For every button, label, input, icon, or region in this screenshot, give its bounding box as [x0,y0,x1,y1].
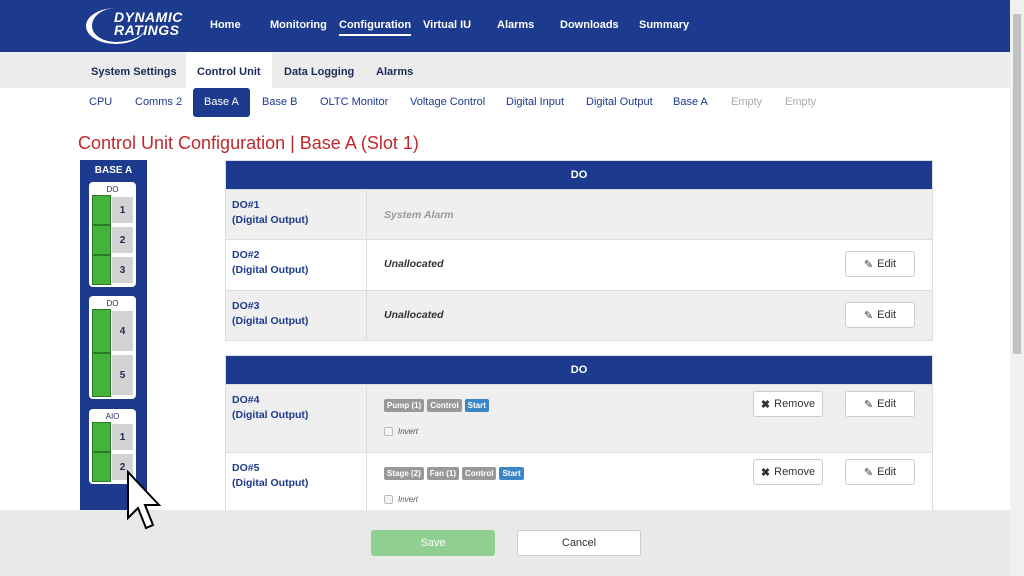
subtab-comms-2[interactable]: Comms 2 [135,96,183,108]
badge: Pump (1) [384,399,425,412]
nav-virtual-iu[interactable]: Virtual IU [423,19,472,31]
row-label: DO#4 (Digital Output) [232,394,309,421]
subtab-base-b[interactable]: Base B [262,96,298,108]
footer-bar [0,510,1010,576]
badge: Stage (2) [384,467,424,480]
edit-button[interactable]: ✎ Edit [845,459,915,485]
pencil-icon: ✎ [863,466,874,479]
slot-do-5[interactable]: 5 [92,353,133,397]
table-header: DO [226,161,932,189]
tab-alarms[interactable]: Alarms [376,66,414,78]
tab-control-unit[interactable]: Control Unit [186,52,272,88]
subtab-empty-1: Empty [731,96,763,108]
remove-button[interactable]: ✖ Remove [753,391,823,417]
row-value: Unallocated [384,309,444,321]
invert-checkbox[interactable]: Invert [384,427,418,436]
slot-do-4[interactable]: 4 [92,309,133,353]
x-icon: ✖ [760,466,771,479]
table-row: DO#5 (Digital Output) Stage (2) Fan (1) C… [226,452,932,512]
table-row: DO#3 (Digital Output) Unallocated ✎ Edit [226,290,932,340]
group-label: DO [106,299,119,308]
nav-configuration[interactable]: Configuration [339,19,412,36]
scrollbar-thumb[interactable] [1013,14,1021,354]
nav-alarms[interactable]: Alarms [497,19,535,31]
row-label: DO#2 (Digital Output) [232,249,309,276]
do-table-1: DO DO#1 (Digital Output) System Alarm DO#… [225,160,933,341]
do-table-2: DO DO#4 (Digital Output) Pump (1) Control… [225,355,933,512]
pencil-icon: ✎ [863,258,874,271]
mouse-cursor-icon [127,470,162,530]
table-header: DO [226,356,932,384]
slot-do-2[interactable]: 2 [92,225,133,255]
cancel-button[interactable]: Cancel [517,530,641,556]
pencil-icon: ✎ [863,309,874,322]
subtab-digital-input[interactable]: Digital Input [506,96,565,108]
pencil-icon: ✎ [863,398,874,411]
remove-button[interactable]: ✖ Remove [753,459,823,485]
badge-list: Stage (2) Fan (1) Control Start [384,467,524,480]
tab-system-settings[interactable]: System Settings [91,66,177,78]
table-row: DO#1 (Digital Output) System Alarm [226,189,932,239]
slot-do-3[interactable]: 3 [92,255,133,285]
nav-home[interactable]: Home [210,19,241,31]
badge: Fan (1) [426,467,460,480]
badge: Control [427,399,462,412]
nav-downloads[interactable]: Downloads [560,19,619,31]
top-header: DYNAMIC RATINGS Home Monitoring Configura… [0,0,1010,52]
subtab-base-a[interactable]: Base A [193,88,250,117]
row-label: DO#5 (Digital Output) [232,462,309,489]
edit-button[interactable]: ✎ Edit [845,251,915,277]
x-icon: ✖ [760,398,771,411]
badge: Start [464,399,489,412]
tab-bar: System Settings Control Unit Data Loggin… [0,52,1010,88]
nav-summary[interactable]: Summary [639,19,690,31]
table-row: DO#2 (Digital Output) Unallocated ✎ Edit [226,239,932,290]
subtab-voltage-control[interactable]: Voltage Control [410,96,486,108]
tab-data-logging[interactable]: Data Logging [284,66,355,78]
row-label: DO#3 (Digital Output) [232,300,309,327]
slot-group-do-1: DO 1 2 3 [89,182,136,287]
page-title: Control Unit Configuration | Base A (Slo… [78,133,419,153]
subtab-cpu[interactable]: CPU [89,96,113,108]
edit-button[interactable]: ✎ Edit [845,302,915,328]
badge: Control [462,467,497,480]
invert-checkbox[interactable]: Invert [384,495,418,504]
badge: Start [499,467,524,480]
base-a-panel: BASE A DO 1 2 3 DO 4 5 AIO 1 2 [80,160,147,512]
subtab-oltc-monitor[interactable]: OLTC Monitor [320,96,389,108]
table-row: DO#4 (Digital Output) Pump (1) Control St… [226,384,932,452]
save-button[interactable]: Save [371,530,495,556]
group-label: DO [106,185,119,194]
dynamic-ratings-logo[interactable]: DYNAMIC RATINGS [86,8,186,44]
slot-group-do-2: DO 4 5 [89,296,136,399]
badge-list: Pump (1) Control Start [384,399,489,412]
row-value: Unallocated [384,258,444,270]
row-value: System Alarm [384,209,454,221]
subtab-base-a-2[interactable]: Base A [673,96,708,108]
panel-title: BASE A [94,165,133,176]
edit-button[interactable]: ✎ Edit [845,391,915,417]
group-label: AIO [105,412,120,421]
subtab-digital-output[interactable]: Digital Output [586,96,653,108]
nav-monitoring[interactable]: Monitoring [270,19,327,31]
slot-do-1[interactable]: 1 [92,195,133,225]
subtab-empty-2: Empty [785,96,817,108]
slot-aio-1[interactable]: 1 [92,422,133,452]
row-label: DO#1 (Digital Output) [232,199,309,226]
